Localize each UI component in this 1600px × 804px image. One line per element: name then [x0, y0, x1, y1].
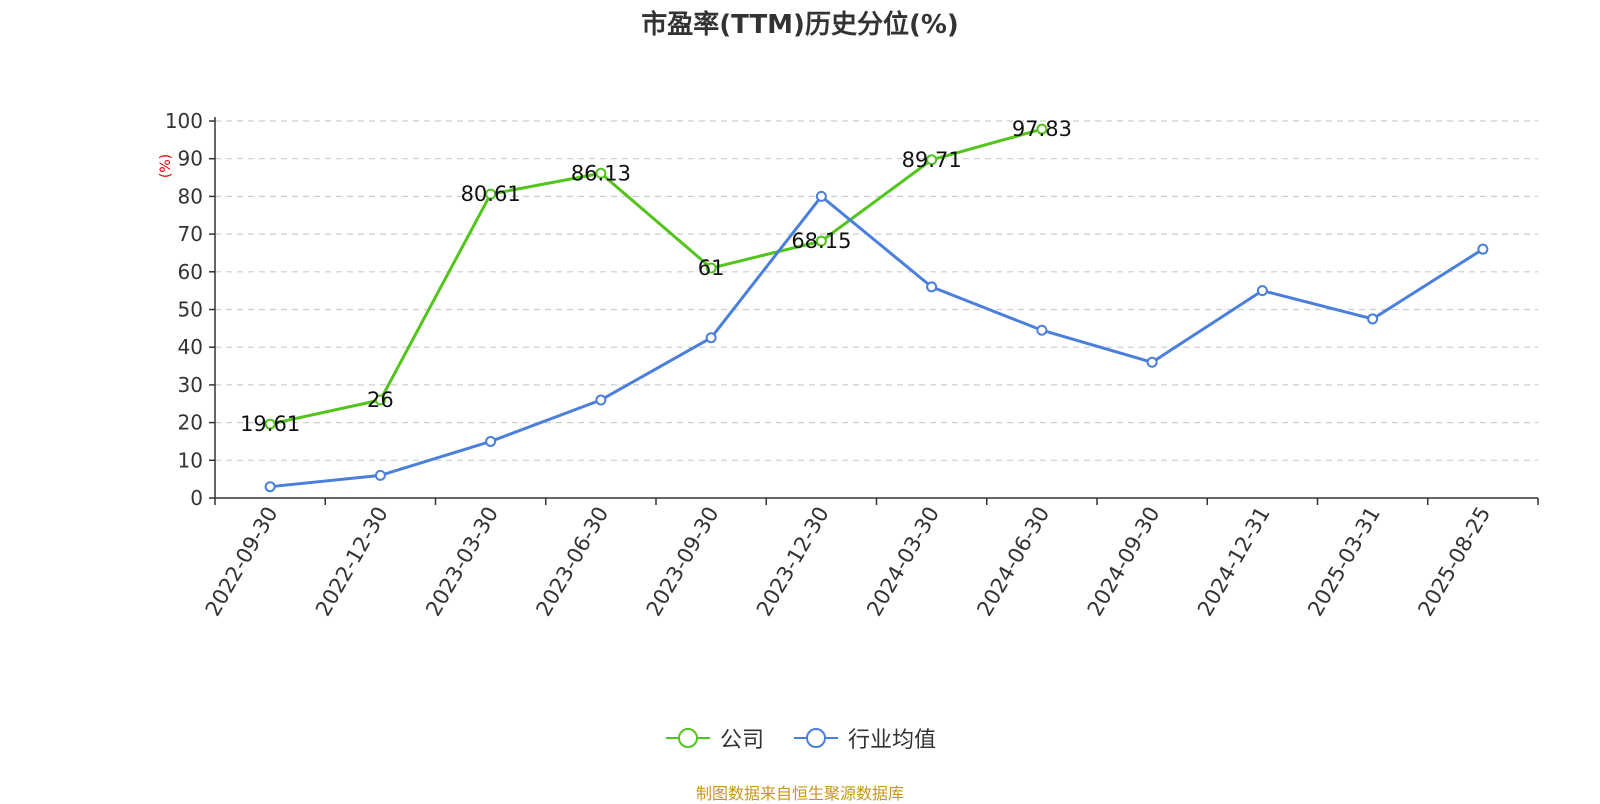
series-point-0 [264, 418, 276, 430]
data-label: 80.61 [461, 182, 521, 206]
data-label: 68.15 [791, 229, 851, 253]
y-tick-label: 0 [190, 486, 203, 510]
series-point-0 [374, 394, 386, 406]
series-point-0 [705, 262, 717, 274]
x-tick-label: 2024-09-30 [1083, 503, 1165, 621]
series-point-1 [374, 469, 386, 481]
series-line-1 [269, 194, 1484, 489]
x-tick-label: 2023-12-30 [752, 503, 834, 621]
grid-lines [215, 120, 1538, 461]
data-label: 89.71 [902, 148, 962, 172]
chart-title: 市盈率(TTM)历史分位(%) [641, 10, 959, 40]
series-point-0 [1036, 123, 1048, 135]
legend-item-company[interactable]: 公司 [664, 722, 764, 754]
y-tick-label: 30 [178, 373, 203, 397]
legend-item-industry[interactable]: 行业均值 [792, 722, 936, 754]
series-point-1 [264, 481, 276, 493]
x-tick-label: 2025-08-25 [1413, 503, 1495, 621]
series-point-1 [926, 281, 938, 293]
legend-marker-company [665, 728, 710, 748]
y-tick-label: 70 [178, 222, 203, 246]
series-point-1 [1256, 285, 1268, 297]
x-tick-label: 2022-09-30 [201, 503, 283, 621]
series-point-1 [1146, 356, 1158, 368]
y-tick-label: 100 [165, 109, 203, 133]
data-label: 19.61 [240, 412, 300, 436]
axes: 0 10 20 30 40 50 60 70 80 90 100 2022-09-30 2022-12-… [165, 109, 1539, 621]
series-point-1 [595, 394, 607, 406]
y-tick-label: 50 [178, 298, 203, 322]
data-label: 61 [698, 256, 725, 280]
series-point-0 [595, 167, 607, 179]
series-point-1 [485, 435, 497, 447]
series-point-1 [1367, 313, 1379, 325]
x-tick-label: 2022-12-30 [311, 503, 393, 621]
x-tick-label: 2025-03-31 [1303, 503, 1385, 621]
series-point-0 [815, 235, 827, 247]
x-tick-label: 2023-06-30 [531, 503, 613, 621]
series [264, 123, 1489, 493]
data-label: 26 [367, 388, 394, 412]
y-tick-label: 90 [178, 147, 203, 171]
y-tick-label: 10 [178, 448, 203, 472]
x-tick-label: 2024-03-30 [862, 503, 944, 621]
y-tick-label: 80 [178, 184, 203, 208]
y-tick-label: 60 [178, 260, 203, 284]
x-tick-label: 2024-12-31 [1193, 503, 1275, 621]
data-label: 86.13 [571, 161, 631, 185]
legend-label-industry: 行业均值 [848, 728, 937, 753]
legend: 公司 行业均值 [0, 722, 1600, 754]
data-labels: 19.61 26 80.61 86.13 61 68.15 89.71 97.83 [240, 117, 1072, 436]
data-source-note: 制图数据来自恒生聚源数据库 [695, 784, 904, 803]
series-point-0 [926, 154, 938, 166]
x-tick-label: 2023-09-30 [642, 503, 724, 621]
x-tick-label: 2023-03-30 [421, 503, 503, 621]
series-point-1 [1477, 243, 1489, 255]
series-point-1 [815, 190, 827, 202]
series-point-1 [705, 332, 717, 344]
series-point-0 [485, 188, 497, 200]
y-tick-label: 40 [178, 335, 203, 359]
y-tick-label: 20 [178, 411, 203, 435]
series-point-1 [1036, 324, 1048, 336]
legend-label-company: 公司 [719, 728, 764, 753]
x-tick-label: 2024-06-30 [972, 503, 1054, 621]
data-label: 97.83 [1012, 117, 1072, 141]
series-line-0 [269, 127, 1043, 426]
legend-marker-industry [794, 728, 838, 748]
